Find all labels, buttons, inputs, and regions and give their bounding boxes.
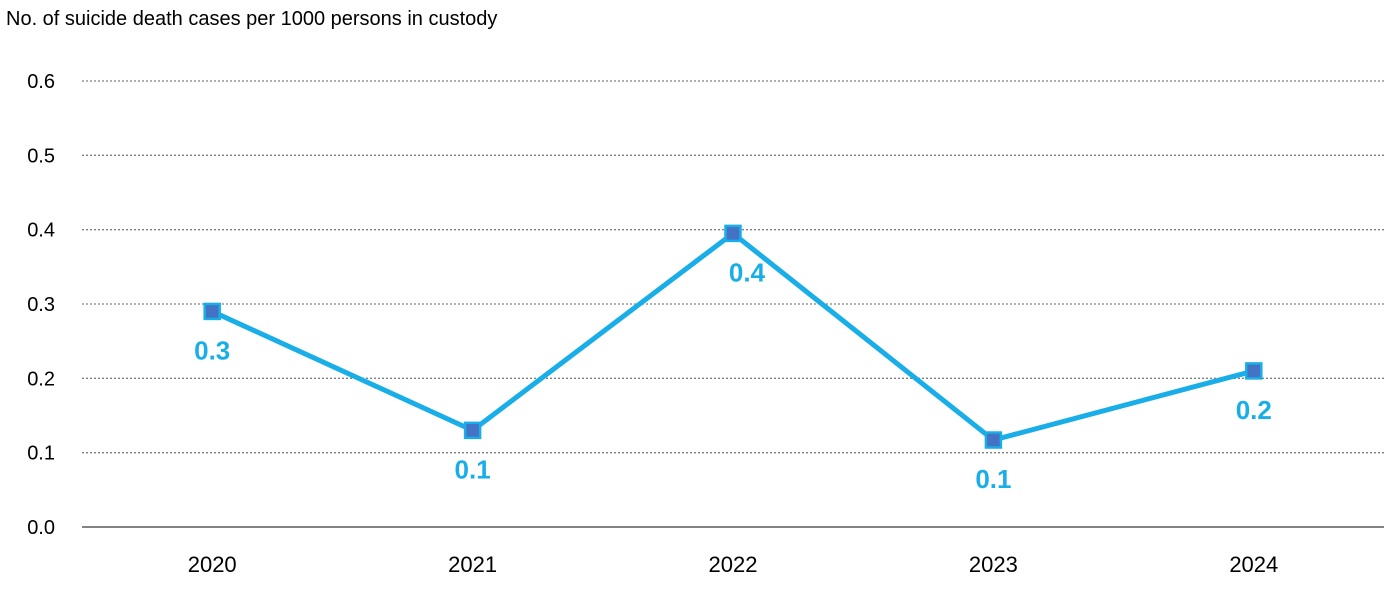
x-tick-label: 2020	[188, 552, 237, 577]
y-tick-label: 0.2	[27, 368, 55, 390]
data-label: 0.3	[194, 335, 230, 365]
data-point-marker	[984, 431, 1003, 449]
data-point-marker	[724, 224, 742, 243]
y-tick-label: 0.4	[27, 220, 55, 242]
x-axis-ticks: 2020 2021 2022 2023 2024	[188, 552, 1279, 577]
x-tick-label: 2023	[969, 552, 1018, 577]
data-point-marker	[1245, 362, 1263, 380]
x-tick-label: 2022	[709, 552, 758, 577]
gridlines	[82, 80, 1384, 454]
x-tick-label: 2021	[448, 552, 497, 577]
x-tick-label: 2024	[1229, 552, 1278, 577]
series-group	[203, 224, 1263, 449]
data-point-marker	[463, 421, 482, 440]
y-tick-label: 0.1	[27, 443, 55, 465]
y-axis-title: No. of suicide death cases per 1000 pers…	[6, 8, 497, 30]
y-axis-ticks: 0.0 0.1 0.2 0.3 0.4 0.5 0.6	[27, 71, 55, 539]
y-tick-label: 0.0	[27, 517, 55, 539]
data-label: 0.2	[1236, 395, 1272, 425]
data-point-marker	[203, 302, 221, 321]
data-labels: 0.3 0.1 0.4 0.1 0.2	[194, 257, 1272, 494]
y-tick-label: 0.5	[27, 145, 55, 167]
data-label: 0.4	[729, 257, 766, 287]
y-tick-label: 0.3	[27, 294, 55, 316]
data-label: 0.1	[455, 454, 491, 484]
data-label: 0.1	[975, 464, 1011, 494]
y-tick-label: 0.6	[27, 71, 55, 93]
